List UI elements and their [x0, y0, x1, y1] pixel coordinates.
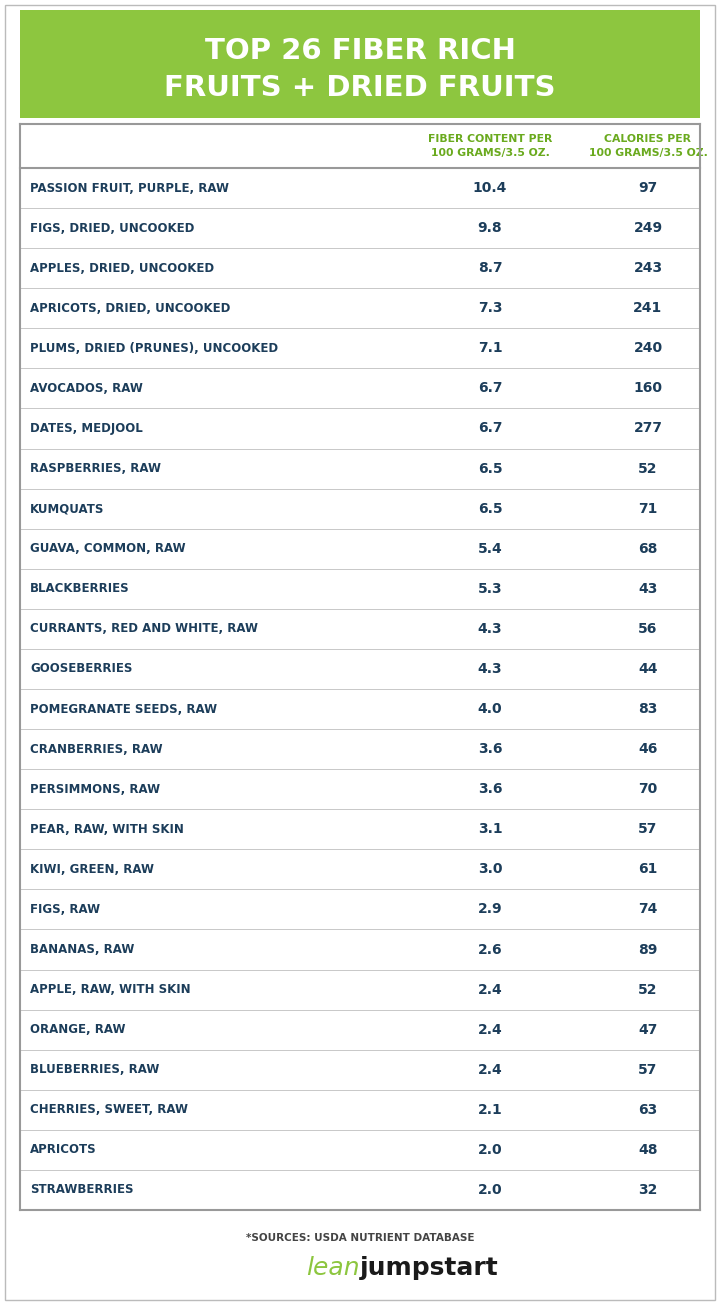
- Text: 249: 249: [634, 221, 662, 235]
- Text: 2.4: 2.4: [477, 1062, 503, 1077]
- Text: POMEGRANATE SEEDS, RAW: POMEGRANATE SEEDS, RAW: [30, 702, 217, 715]
- Text: 71: 71: [639, 501, 657, 515]
- Text: 70: 70: [639, 782, 657, 796]
- Text: 46: 46: [639, 743, 657, 756]
- Text: PLUMS, DRIED (PRUNES), UNCOOKED: PLUMS, DRIED (PRUNES), UNCOOKED: [30, 342, 278, 355]
- Text: 89: 89: [639, 942, 657, 957]
- Text: 68: 68: [639, 542, 657, 556]
- Text: 241: 241: [634, 301, 662, 316]
- Text: 240: 240: [634, 342, 662, 355]
- Text: 243: 243: [634, 261, 662, 275]
- Text: 2.0: 2.0: [477, 1182, 503, 1197]
- Text: APRICOTS: APRICOTS: [30, 1143, 96, 1156]
- Text: 277: 277: [634, 422, 662, 436]
- Text: TOP 26 FIBER RICH: TOP 26 FIBER RICH: [204, 37, 516, 65]
- Text: 4.3: 4.3: [477, 662, 503, 676]
- Text: 7.3: 7.3: [478, 301, 503, 316]
- Text: lean: lean: [307, 1255, 360, 1280]
- Text: 47: 47: [639, 1023, 657, 1036]
- Text: 4.0: 4.0: [477, 702, 503, 716]
- Text: 3.1: 3.1: [477, 822, 503, 837]
- Text: 2.1: 2.1: [477, 1103, 503, 1117]
- Text: 83: 83: [639, 702, 657, 716]
- Text: 3.6: 3.6: [478, 743, 503, 756]
- Text: CHERRIES, SWEET, RAW: CHERRIES, SWEET, RAW: [30, 1103, 188, 1116]
- Text: 6.7: 6.7: [478, 381, 503, 395]
- Text: GOOSEBERRIES: GOOSEBERRIES: [30, 663, 132, 676]
- Text: STRAWBERRIES: STRAWBERRIES: [30, 1184, 133, 1197]
- Text: 5.4: 5.4: [477, 542, 503, 556]
- Text: 5.3: 5.3: [477, 582, 503, 596]
- Text: 2.4: 2.4: [477, 983, 503, 997]
- Text: ORANGE, RAW: ORANGE, RAW: [30, 1023, 125, 1036]
- Text: 48: 48: [638, 1143, 658, 1158]
- Text: AVOCADOS, RAW: AVOCADOS, RAW: [30, 382, 143, 395]
- Text: 6.5: 6.5: [477, 501, 503, 515]
- Text: PEAR, RAW, WITH SKIN: PEAR, RAW, WITH SKIN: [30, 822, 184, 835]
- Text: 7.1: 7.1: [477, 342, 503, 355]
- Text: 32: 32: [639, 1182, 657, 1197]
- Text: jumpstart: jumpstart: [360, 1255, 499, 1280]
- Text: 43: 43: [639, 582, 657, 596]
- Text: PASSION FRUIT, PURPLE, RAW: PASSION FRUIT, PURPLE, RAW: [30, 181, 229, 194]
- Text: FRUITS + DRIED FRUITS: FRUITS + DRIED FRUITS: [164, 74, 556, 102]
- Text: 44: 44: [638, 662, 658, 676]
- Text: 61: 61: [639, 863, 657, 877]
- Text: 97: 97: [639, 181, 657, 194]
- Text: APRICOTS, DRIED, UNCOOKED: APRICOTS, DRIED, UNCOOKED: [30, 301, 230, 315]
- Text: 2.6: 2.6: [477, 942, 503, 957]
- Text: 52: 52: [638, 983, 658, 997]
- Text: 9.8: 9.8: [477, 221, 503, 235]
- Text: BANANAS, RAW: BANANAS, RAW: [30, 944, 135, 957]
- Text: CURRANTS, RED AND WHITE, RAW: CURRANTS, RED AND WHITE, RAW: [30, 622, 258, 636]
- Text: FIGS, DRIED, UNCOOKED: FIGS, DRIED, UNCOOKED: [30, 222, 194, 235]
- Text: 52: 52: [638, 462, 658, 475]
- Text: 57: 57: [639, 1062, 657, 1077]
- Text: 4.3: 4.3: [477, 622, 503, 636]
- Text: FIBER CONTENT PER
100 GRAMS/3.5 OZ.: FIBER CONTENT PER 100 GRAMS/3.5 OZ.: [428, 134, 552, 158]
- Text: BLACKBERRIES: BLACKBERRIES: [30, 582, 130, 595]
- Text: 10.4: 10.4: [473, 181, 507, 194]
- Text: 63: 63: [639, 1103, 657, 1117]
- Text: 56: 56: [639, 622, 657, 636]
- Text: 2.0: 2.0: [477, 1143, 503, 1158]
- Text: 3.6: 3.6: [478, 782, 503, 796]
- Text: CRANBERRIES, RAW: CRANBERRIES, RAW: [30, 743, 163, 756]
- Text: PERSIMMONS, RAW: PERSIMMONS, RAW: [30, 783, 160, 796]
- Text: CALORIES PER
100 GRAMS/3.5 OZ.: CALORIES PER 100 GRAMS/3.5 OZ.: [588, 134, 708, 158]
- Text: 6.7: 6.7: [478, 422, 503, 436]
- FancyBboxPatch shape: [20, 10, 700, 117]
- Text: BLUEBERRIES, RAW: BLUEBERRIES, RAW: [30, 1064, 159, 1077]
- Text: 8.7: 8.7: [477, 261, 503, 275]
- Text: FIGS, RAW: FIGS, RAW: [30, 903, 100, 916]
- Text: RASPBERRIES, RAW: RASPBERRIES, RAW: [30, 462, 161, 475]
- Text: GUAVA, COMMON, RAW: GUAVA, COMMON, RAW: [30, 543, 186, 555]
- Text: 3.0: 3.0: [478, 863, 503, 877]
- Text: APPLES, DRIED, UNCOOKED: APPLES, DRIED, UNCOOKED: [30, 262, 214, 274]
- Text: APPLE, RAW, WITH SKIN: APPLE, RAW, WITH SKIN: [30, 983, 191, 996]
- Text: KIWI, GREEN, RAW: KIWI, GREEN, RAW: [30, 863, 154, 876]
- Text: *SOURCES: USDA NUTRIENT DATABASE: *SOURCES: USDA NUTRIENT DATABASE: [246, 1233, 474, 1242]
- Text: 2.9: 2.9: [477, 903, 503, 916]
- Text: 57: 57: [639, 822, 657, 837]
- Text: 74: 74: [639, 903, 657, 916]
- Text: 2.4: 2.4: [477, 1023, 503, 1036]
- Text: 6.5: 6.5: [477, 462, 503, 475]
- Text: KUMQUATS: KUMQUATS: [30, 502, 104, 515]
- Text: DATES, MEDJOOL: DATES, MEDJOOL: [30, 422, 143, 435]
- Text: 160: 160: [634, 381, 662, 395]
